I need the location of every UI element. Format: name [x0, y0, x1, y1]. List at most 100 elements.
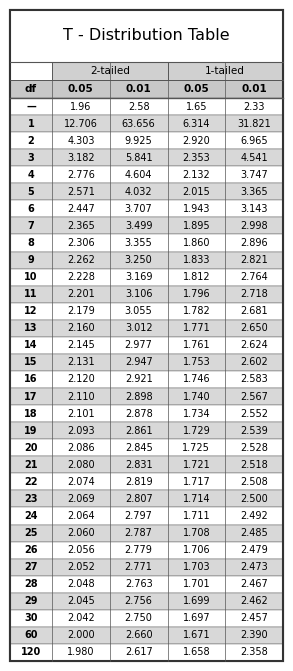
Bar	[10, 286, 283, 303]
Text: 2.861: 2.861	[125, 425, 152, 435]
Text: 2.831: 2.831	[125, 460, 152, 470]
Text: 2.120: 2.120	[67, 374, 95, 384]
Text: 12: 12	[24, 306, 38, 316]
Text: 4: 4	[28, 170, 34, 180]
Text: 1.740: 1.740	[183, 392, 210, 401]
Text: 2.145: 2.145	[67, 340, 95, 350]
Text: 1.729: 1.729	[183, 425, 210, 435]
Text: 2.552: 2.552	[240, 409, 268, 419]
Text: 23: 23	[24, 494, 38, 504]
Text: 2.898: 2.898	[125, 392, 152, 401]
Text: 2.518: 2.518	[240, 460, 268, 470]
Text: 3.499: 3.499	[125, 221, 152, 231]
Text: 1.717: 1.717	[183, 477, 210, 487]
Text: 27: 27	[24, 562, 38, 572]
Text: 2.045: 2.045	[67, 597, 95, 607]
Bar	[10, 132, 283, 149]
Text: 3.707: 3.707	[125, 204, 152, 214]
Text: 24: 24	[24, 511, 38, 521]
Text: 10: 10	[24, 272, 38, 282]
Bar	[10, 149, 283, 166]
Bar	[168, 62, 283, 80]
Text: 2.457: 2.457	[240, 613, 268, 623]
Text: 2.920: 2.920	[183, 136, 210, 146]
Bar	[10, 183, 283, 201]
Bar	[10, 507, 283, 525]
Text: 2.750: 2.750	[125, 613, 153, 623]
Text: 18: 18	[24, 409, 38, 419]
Text: 19: 19	[24, 425, 38, 435]
Text: 9: 9	[28, 255, 34, 265]
Text: 2.998: 2.998	[240, 221, 268, 231]
Bar	[10, 354, 283, 371]
Text: 2.660: 2.660	[125, 631, 152, 640]
Text: 3.365: 3.365	[240, 187, 268, 197]
Text: 28: 28	[24, 579, 38, 589]
Text: 1: 1	[28, 119, 34, 129]
Text: 1.96: 1.96	[70, 101, 91, 111]
Text: 2.080: 2.080	[67, 460, 95, 470]
Text: 2.779: 2.779	[125, 545, 153, 555]
Text: 1.725: 1.725	[183, 443, 210, 453]
Bar	[10, 491, 283, 507]
Text: 2.052: 2.052	[67, 562, 95, 572]
Text: 3.012: 3.012	[125, 323, 152, 333]
Text: 13: 13	[24, 323, 38, 333]
Text: 1.711: 1.711	[183, 511, 210, 521]
Bar	[10, 115, 283, 132]
Bar	[10, 201, 283, 217]
Text: 1.860: 1.860	[183, 238, 210, 248]
Bar	[10, 644, 283, 661]
Text: 2.492: 2.492	[240, 511, 268, 521]
Text: 12.706: 12.706	[64, 119, 98, 129]
Text: 0.05: 0.05	[68, 84, 94, 94]
Text: 2.228: 2.228	[67, 272, 95, 282]
Text: 1.895: 1.895	[183, 221, 210, 231]
Text: 2.681: 2.681	[240, 306, 268, 316]
Text: 1.734: 1.734	[183, 409, 210, 419]
Text: 1.812: 1.812	[183, 272, 210, 282]
Bar	[10, 252, 283, 268]
Text: 2.074: 2.074	[67, 477, 95, 487]
Text: 2.947: 2.947	[125, 358, 152, 368]
Bar	[10, 525, 283, 541]
Text: 1.761: 1.761	[183, 340, 210, 350]
Text: 30: 30	[24, 613, 38, 623]
Text: 1.980: 1.980	[67, 648, 95, 658]
Text: 1.782: 1.782	[183, 306, 210, 316]
Text: 6.314: 6.314	[183, 119, 210, 129]
Text: 2.069: 2.069	[67, 494, 95, 504]
Text: 1.833: 1.833	[183, 255, 210, 265]
Text: 2.160: 2.160	[67, 323, 95, 333]
Text: 29: 29	[24, 597, 38, 607]
Text: 2.462: 2.462	[240, 597, 268, 607]
Text: 2.110: 2.110	[67, 392, 95, 401]
Text: 2.201: 2.201	[67, 289, 95, 299]
Bar	[10, 217, 283, 234]
Bar	[10, 268, 283, 286]
Text: 2.358: 2.358	[240, 648, 268, 658]
Text: 1.721: 1.721	[183, 460, 210, 470]
Text: 2.776: 2.776	[67, 170, 95, 180]
Text: 1.796: 1.796	[183, 289, 210, 299]
Bar	[10, 456, 283, 473]
Text: 2.819: 2.819	[125, 477, 152, 487]
Text: 2.086: 2.086	[67, 443, 95, 453]
Bar	[10, 10, 283, 62]
Text: 1.706: 1.706	[183, 545, 210, 555]
Bar	[10, 473, 283, 491]
Text: 3: 3	[28, 153, 34, 162]
Text: 2.878: 2.878	[125, 409, 152, 419]
Text: 120: 120	[21, 648, 41, 658]
Bar	[10, 98, 283, 115]
Text: 7: 7	[28, 221, 34, 231]
Text: 2.508: 2.508	[240, 477, 268, 487]
Bar	[10, 371, 283, 388]
Text: 2.179: 2.179	[67, 306, 95, 316]
Bar	[10, 234, 283, 252]
Text: 21: 21	[24, 460, 38, 470]
Text: 1.771: 1.771	[183, 323, 210, 333]
Text: 63.656: 63.656	[122, 119, 156, 129]
Text: 2.473: 2.473	[240, 562, 268, 572]
Text: 2.132: 2.132	[183, 170, 210, 180]
